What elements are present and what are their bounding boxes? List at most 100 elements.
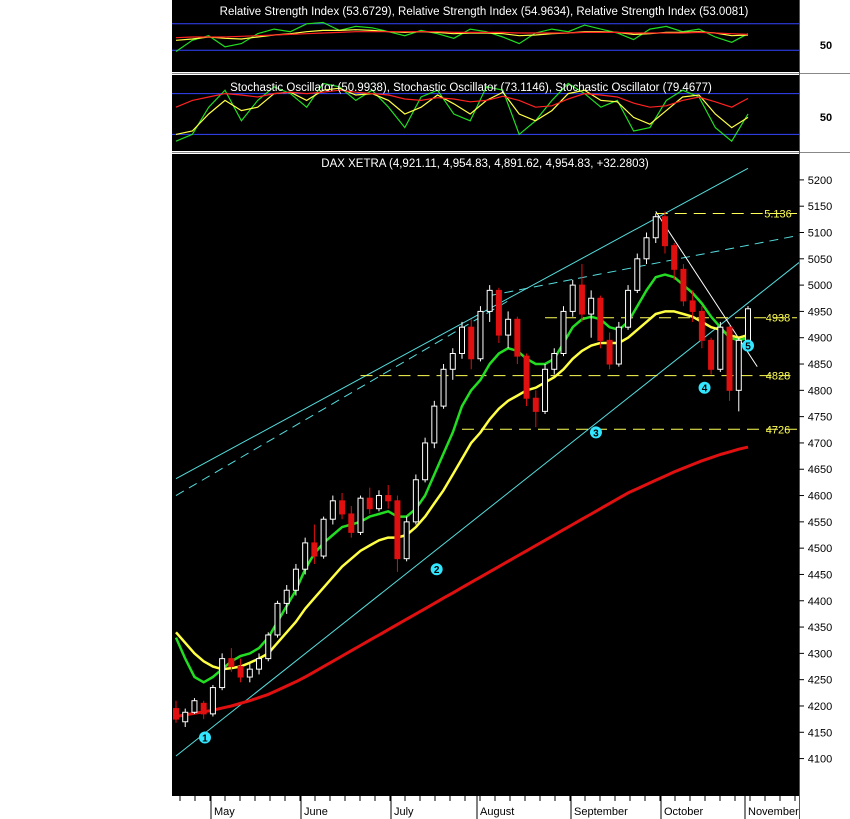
candle [505,311,512,349]
y-tick-label: 4650 [808,464,832,476]
trend-line [175,300,509,496]
candle [578,264,585,322]
candle [329,495,336,525]
candle [191,698,198,714]
wave-marker-label: 2 [434,565,440,576]
candle [643,232,650,265]
candle [514,316,521,365]
candle [412,474,419,525]
wave-marker-label: 3 [593,428,599,439]
y-tick-label: 4100 [808,754,832,766]
stochastic-indicator [172,82,799,143]
rsi-indicator [172,21,799,52]
y-tick-label: 4850 [808,359,832,371]
x-tick-label: July [394,806,414,818]
candle [431,400,438,449]
y-tick-label: 4300 [808,648,832,660]
candle [403,516,410,562]
wave-marker-label: 4 [702,384,708,395]
candle [200,700,207,720]
candle [385,485,392,509]
x-tick-label: October [664,806,703,818]
candle [302,537,309,575]
candle [477,306,484,362]
level-label: 5.136 [764,209,792,221]
y-tick-label: 5100 [808,228,832,240]
candle [726,324,733,401]
candle [320,516,327,559]
candle [680,264,687,307]
candle [283,584,290,614]
wave-marker [430,563,443,576]
candle [459,321,465,359]
trend-line [175,262,800,757]
candle [468,319,475,370]
y-tick-label: 4600 [808,491,832,503]
rsi-panel-bg [172,0,799,72]
ma-slow-line [175,445,749,718]
stoch-axis-label: 50 [820,112,832,124]
y-tick-label: 4500 [808,543,832,555]
candle [606,332,613,370]
y-tick-label: 5200 [808,175,832,187]
candle [366,487,373,514]
candle [652,213,659,244]
candle [698,306,705,349]
candle [615,321,622,367]
wave-markers: 1 2 3 4 5 [198,339,754,745]
candle [311,524,318,564]
candle [440,364,447,409]
moving-averages [174,273,749,718]
candle [717,321,724,372]
candle [173,700,179,723]
y-tick-label: 4700 [808,438,832,450]
candle [375,490,382,512]
price-axis: 4100 4150 4200 4250 4300 4350 4400 4450 4500 4550… [799,175,832,766]
candle [569,279,576,317]
candlesticks [173,211,751,728]
candle [339,492,346,520]
x-tick-label: November [748,806,799,818]
y-tick-label: 4200 [808,701,832,713]
candle [671,243,678,280]
candle [265,632,272,662]
y-tick-label: 4950 [808,306,832,318]
rsi-series-line [175,31,749,39]
candle [422,437,429,483]
wave-marker-label: 1 [202,734,208,745]
y-tick-label: 4800 [808,385,832,397]
ma-mid-line [175,310,749,671]
candle [246,663,253,683]
candle [625,285,632,330]
y-tick-label: 4400 [808,596,832,608]
y-tick-label: 5050 [808,254,832,266]
candle [560,306,567,357]
candle [209,684,216,717]
x-tick-label: May [214,806,235,818]
date-axis: May June July August September October Novembe… [179,796,799,819]
candle [708,337,715,375]
y-tick-label: 4750 [808,412,832,424]
level-label: 4938 [766,313,790,325]
rsi-title: Relative Strength Index (53.6729), Relat… [220,6,749,18]
x-tick-label: June [304,806,328,818]
candle [348,506,355,538]
candle [486,285,493,322]
y-tick-label: 4150 [808,727,832,739]
candle [735,337,742,412]
y-tick-label: 4900 [808,333,832,345]
wave-marker [698,381,711,394]
candle [292,563,299,596]
rsi-axis-label: 50 [820,40,832,52]
candle [588,290,595,338]
candle [523,353,530,407]
stoch-series-line [175,82,749,143]
candle [449,348,456,380]
candle [745,306,751,343]
stoch-series-line [175,89,749,108]
trend-line [489,234,800,297]
level-labels: 5.136 4938 4828 4726 [764,209,792,437]
x-tick-label: August [480,806,514,818]
candle [661,211,668,254]
candle [542,364,549,414]
